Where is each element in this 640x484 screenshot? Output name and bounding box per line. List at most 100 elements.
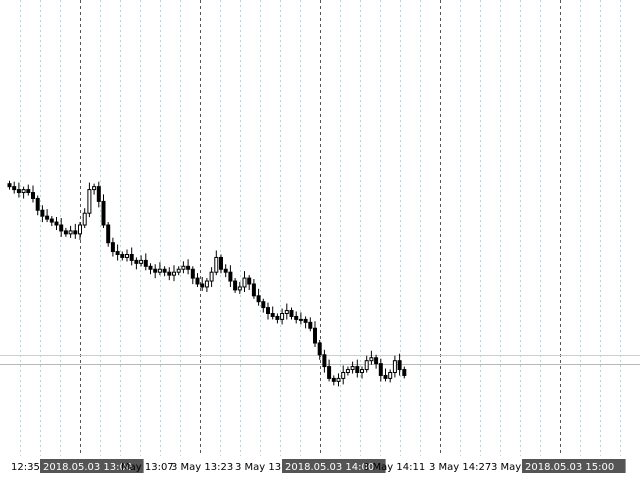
x-tick-label: 3 May 13:23 <box>171 462 233 473</box>
candle-body <box>12 186 17 191</box>
x-tick-label: 3 May 13: <box>235 462 285 473</box>
candle-body <box>40 209 45 217</box>
candle-body <box>392 360 397 374</box>
highlighted-time-label-bg <box>282 459 386 473</box>
candle-body <box>7 183 12 188</box>
candle-body <box>345 369 350 373</box>
candle-body <box>59 224 64 232</box>
candle-body <box>78 224 82 235</box>
candle-body <box>331 377 336 382</box>
candle-body <box>303 318 308 323</box>
candle-body <box>322 354 327 368</box>
x-tick-label: 2018.05.03 15:00 <box>525 462 614 473</box>
candle-body <box>383 374 388 379</box>
candle-body <box>134 259 139 264</box>
candle-body <box>261 301 266 309</box>
candle-body <box>378 363 383 376</box>
candle-body <box>397 360 402 371</box>
candle-body <box>228 271 233 282</box>
candle-body <box>280 313 285 320</box>
candle-body <box>82 212 87 226</box>
x-tick-label: 3 May 14:11 <box>363 462 425 473</box>
candle-body <box>115 251 120 256</box>
x-tick-label: 2018.05.03 13:00 <box>43 462 132 473</box>
candle-body <box>270 313 275 317</box>
candle-body <box>289 310 294 317</box>
candle-body <box>21 189 26 194</box>
highlighted-time-label-bg <box>40 459 144 473</box>
candle-body <box>200 283 205 288</box>
candle-body <box>364 360 369 371</box>
x-tick-label: 3 May <box>491 462 521 473</box>
candle-body <box>54 221 59 226</box>
x-tick-label: 3 May 14:27 <box>429 462 491 473</box>
x-tick-label: May 13:07 <box>121 462 174 473</box>
candle-body <box>209 271 214 282</box>
candle-body <box>26 189 31 194</box>
highlighted-time-label-bg <box>522 459 626 473</box>
candle-body <box>284 310 289 314</box>
candle-body <box>308 321 313 329</box>
candle-body <box>31 192 35 199</box>
x-tick-label: 2018.05.03 14:00 <box>285 462 374 473</box>
candle-body <box>186 265 191 270</box>
candle-body <box>313 327 317 344</box>
candle-body <box>360 369 364 373</box>
candle-body <box>139 259 144 264</box>
candles <box>7 180 407 387</box>
candle-body <box>157 268 162 273</box>
candle-body <box>369 357 374 362</box>
candle-body <box>190 268 195 279</box>
candle-body <box>355 366 360 374</box>
candle-body <box>176 268 181 273</box>
candle-body <box>68 230 73 235</box>
candle-body <box>388 372 393 379</box>
candle-body <box>125 254 129 258</box>
candle-body <box>219 256 223 270</box>
candle-body <box>350 366 355 371</box>
candle-body <box>167 271 172 276</box>
candle-body <box>233 280 238 291</box>
candle-body <box>110 242 115 253</box>
candle-body <box>275 315 280 320</box>
candle-body <box>223 268 228 273</box>
candle-body <box>73 230 78 235</box>
candle-body <box>181 265 186 270</box>
candle-body <box>294 315 299 320</box>
candle-body <box>298 318 303 321</box>
candle-body <box>204 280 209 288</box>
x-tick-label: 12:35 <box>11 462 40 473</box>
candle-body <box>148 265 153 270</box>
candle-body <box>153 268 158 273</box>
candle-body <box>162 268 167 273</box>
candle-body <box>251 283 256 297</box>
candle-body <box>129 254 134 261</box>
candle-body <box>256 295 261 303</box>
candle-body <box>16 189 21 194</box>
candle-body <box>63 230 68 235</box>
candle-body <box>172 271 176 276</box>
candle-body <box>341 372 346 379</box>
candle-body <box>195 277 200 285</box>
candle-body <box>327 366 332 379</box>
candle-body <box>101 200 106 226</box>
candle-body <box>92 186 97 191</box>
candle-body <box>237 286 242 291</box>
candle-body <box>45 215 50 220</box>
candle-body <box>96 186 101 202</box>
candle-body <box>87 189 92 214</box>
grid <box>20 0 621 456</box>
candle-body <box>402 369 407 376</box>
candle-body <box>143 259 148 267</box>
candle-body <box>49 218 54 223</box>
candle-body <box>35 197 40 211</box>
candle-body <box>247 277 252 285</box>
candle-body <box>266 307 270 315</box>
candle-body <box>214 256 219 273</box>
candle-body <box>317 342 322 356</box>
candle-body <box>336 377 341 382</box>
candle-body <box>242 277 247 288</box>
